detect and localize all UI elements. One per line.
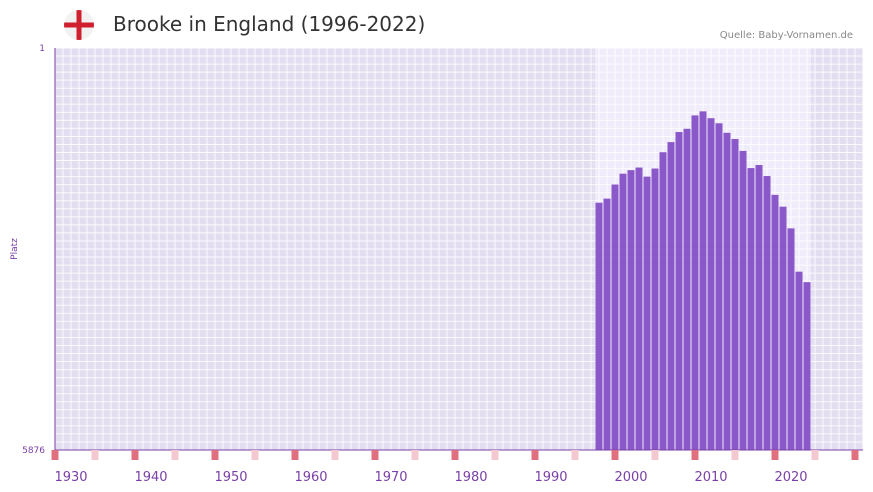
decade-marker <box>451 450 459 460</box>
bar-2002 <box>643 176 651 450</box>
decade-marker <box>571 450 579 460</box>
decade-marker <box>331 450 339 460</box>
chart-title: Brooke in England (1996-2022) <box>113 12 426 36</box>
decade-marker <box>171 450 179 460</box>
bar-2009 <box>699 111 707 450</box>
y-tick-label-top: 1 <box>39 44 45 54</box>
bar-2014 <box>739 150 747 451</box>
bar-1999 <box>619 173 627 451</box>
decade-marker <box>691 450 699 460</box>
x-tick-label: 1980 <box>454 470 487 485</box>
bar-2001 <box>635 167 643 450</box>
decade-marker <box>731 450 739 460</box>
x-tick-label: 2010 <box>694 470 727 485</box>
bar-2003 <box>651 168 659 450</box>
decade-marker <box>251 450 259 460</box>
bar-2018 <box>771 194 779 450</box>
decade-marker <box>291 450 299 460</box>
decade-marker <box>811 450 819 460</box>
source-credit: Quelle: Baby-Vornamen.de <box>719 30 853 41</box>
x-tick-label: 1960 <box>294 470 327 485</box>
decade-marker <box>851 450 859 460</box>
x-tick-label: 2000 <box>614 470 647 485</box>
decade-marker <box>611 450 619 460</box>
bar-2012 <box>723 132 731 450</box>
england-flag-icon <box>64 10 94 40</box>
decade-marker <box>51 450 59 460</box>
bar-1998 <box>611 184 619 450</box>
bar-2022 <box>803 282 811 450</box>
bar-2017 <box>763 176 771 450</box>
bar-2010 <box>707 118 715 451</box>
bar-2016 <box>755 165 763 450</box>
x-tick-label: 1940 <box>134 470 167 485</box>
bar-2021 <box>795 271 803 450</box>
bar-2004 <box>659 152 667 450</box>
bar-2013 <box>731 139 739 450</box>
x-tick-label: 1950 <box>214 470 247 485</box>
x-tick-label: 1930 <box>54 470 87 485</box>
decade-marker <box>491 450 499 460</box>
x-tick-label: 1970 <box>374 470 407 485</box>
bar-2006 <box>675 132 683 450</box>
bar-2019 <box>779 206 787 450</box>
y-tick-label-bottom: 5876 <box>22 446 45 456</box>
decade-marker <box>131 450 139 460</box>
decade-marker <box>91 450 99 460</box>
chart-header: Brooke in England (1996-2022) Quelle: Ba… <box>0 0 873 48</box>
decade-marker <box>771 450 779 460</box>
bar-2005 <box>667 142 675 450</box>
bar-2015 <box>747 168 755 451</box>
bar-2020 <box>787 228 795 450</box>
bar-2011 <box>715 123 723 451</box>
decade-marker <box>371 450 379 460</box>
bar-2000 <box>627 170 635 450</box>
x-tick-label: 2020 <box>774 470 807 485</box>
bar-2007 <box>683 128 691 450</box>
decade-marker <box>411 450 419 460</box>
bar-2008 <box>691 115 699 451</box>
decade-marker <box>651 450 659 460</box>
bar-1997 <box>603 198 611 450</box>
decade-marker <box>211 450 219 460</box>
x-tick-label: 1990 <box>534 470 567 485</box>
bar-1996 <box>595 202 603 450</box>
y-axis-label: Platz <box>10 238 20 260</box>
decade-marker <box>531 450 539 460</box>
